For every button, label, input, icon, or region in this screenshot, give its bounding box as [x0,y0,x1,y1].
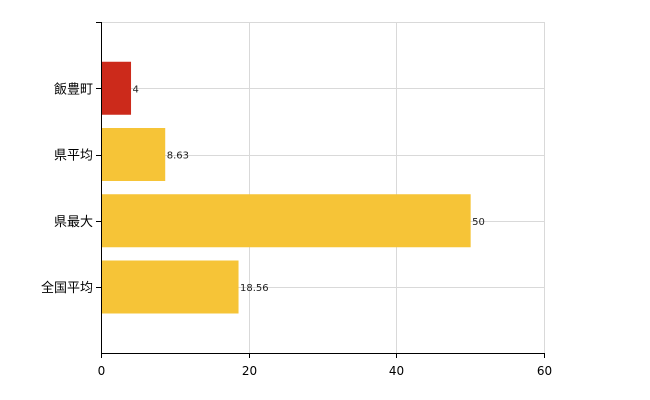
x-tick-label-3: 60 [537,364,552,378]
bar-0 [101,61,132,115]
category-label-1: 県平均 [54,149,93,164]
bar-3 [101,260,239,314]
bar-2 [101,194,471,248]
category-label-0: 飯豊町 [54,82,93,97]
axis-layer [96,22,545,358]
bars-layer [101,61,471,314]
bar-1 [101,128,166,181]
value-label-2: 50 [472,217,485,228]
labels-layer: 4 飯豊町 8.63 県平均 50 県最大 18.56 全国平均 0 20 40 60 [41,82,552,378]
category-label-2: 県最大 [54,215,93,230]
x-tick-label-0: 0 [98,364,106,378]
value-label-3: 18.56 [240,283,269,294]
x-tick-label-1: 20 [242,364,257,378]
value-label-1: 8.63 [167,151,189,162]
x-tick-label-2: 40 [389,364,404,378]
value-label-0: 4 [133,84,139,95]
category-label-3: 全国平均 [41,280,93,296]
